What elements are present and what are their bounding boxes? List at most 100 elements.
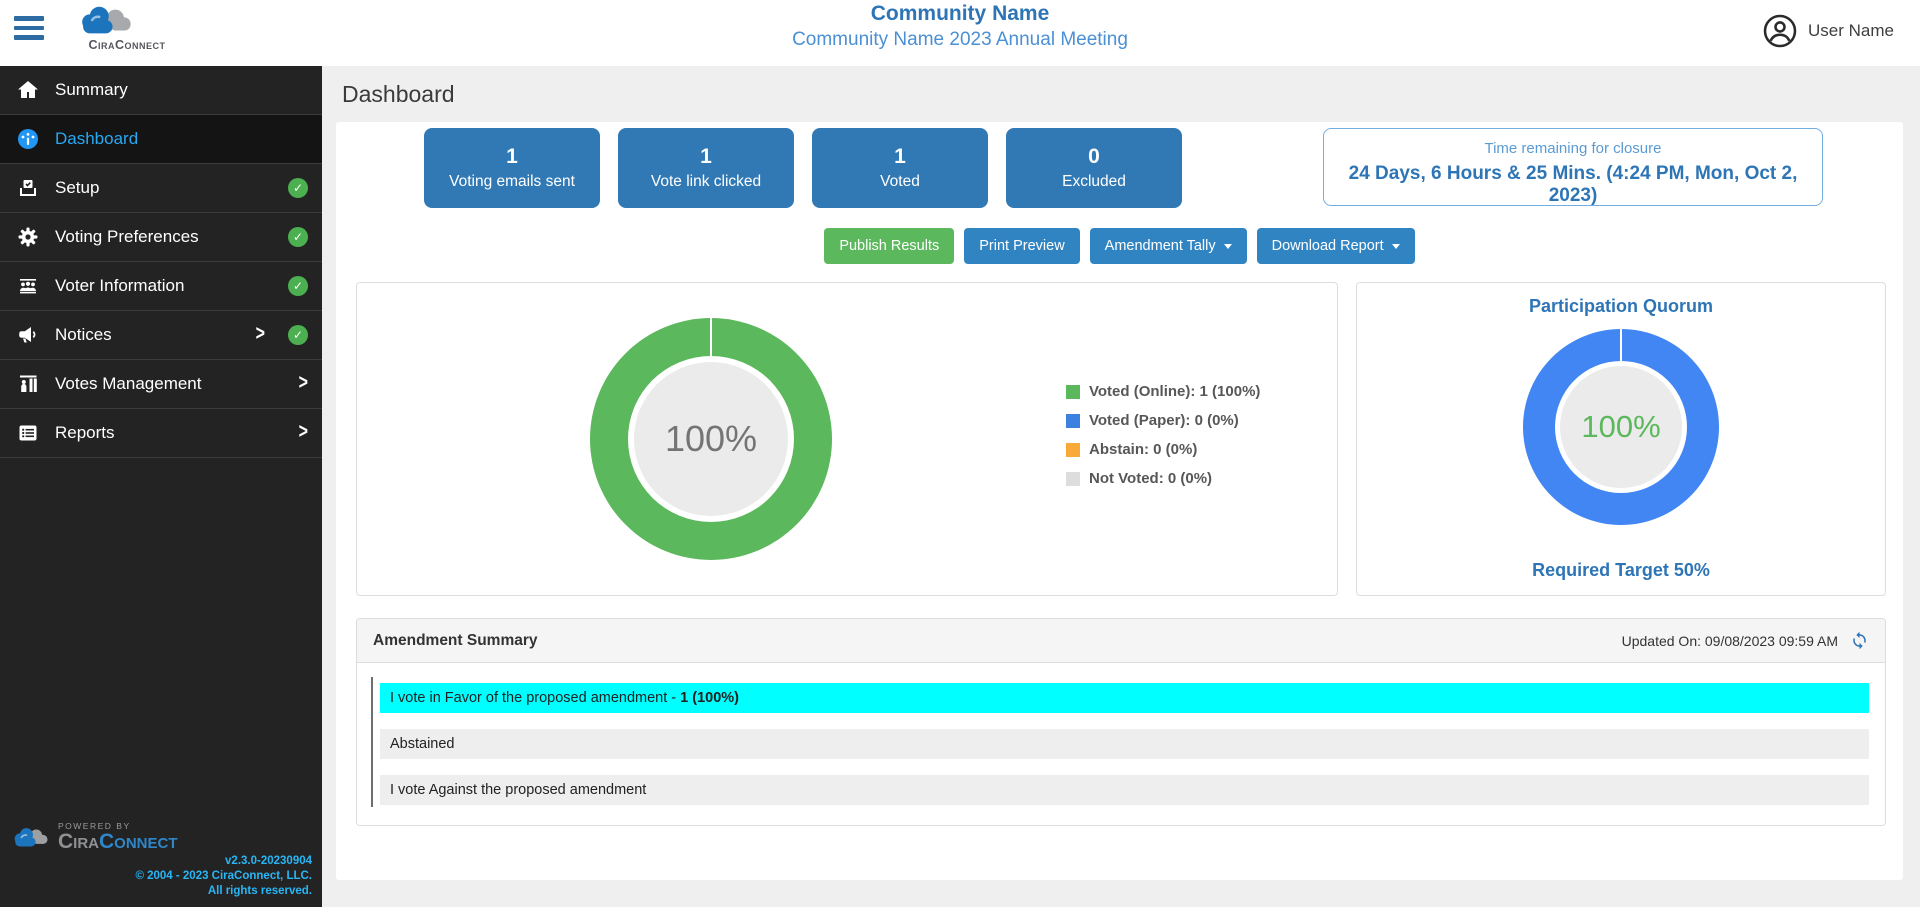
amendment-tally-dropdown[interactable]: Amendment Tally [1090,228,1247,264]
button-label: Print Preview [979,238,1064,254]
option-text: Abstained [390,736,455,752]
required-target-label: Required Target 50% [1357,560,1885,581]
legend-item-abstain: Abstain: 0 (0%) [1066,441,1260,458]
completed-check-icon [288,178,308,198]
meeting-subtitle: Community Name 2023 Annual Meeting [0,29,1920,51]
stat-value: 0 [1088,145,1100,169]
sidebar-item-setup[interactable]: Setup [0,164,322,213]
sidebar-item-notices[interactable]: Notices > [0,311,322,360]
refresh-icon[interactable] [1850,631,1869,650]
amendment-option-abstained[interactable]: Abstained [380,729,1869,759]
megaphone-icon [16,323,40,347]
participation-quorum-panel: Participation Quorum 100% Required Targe… [1356,282,1886,596]
updated-on: Updated On: 09/08/2023 09:59 AM [1622,631,1869,650]
sidebar-item-label: Setup [55,178,99,198]
voting-booth-icon [16,372,40,396]
amendment-summary-body: I vote in Favor of the proposed amendmen… [357,663,1885,825]
print-preview-button[interactable]: Print Preview [964,228,1079,264]
donut-center: 100% [634,362,788,516]
app-version: v2.3.0-20230904 [10,854,312,869]
quorum-center-label: 100% [1581,409,1660,445]
community-name-title: Community Name [0,2,1920,26]
sidebar-item-label: Summary [55,80,128,100]
sidebar-item-summary[interactable]: Summary [0,66,322,115]
option-text: I vote in Favor of the proposed amendmen… [390,690,680,706]
donut-center-label: 100% [665,418,757,460]
option-text: I vote Against the proposed amendment [390,782,646,798]
sidebar-nav: Summary Dashboard Setup Voting Prefere [0,66,322,907]
sidebar-item-voting-preferences[interactable]: Voting Preferences [0,213,322,262]
header-titles: Community Name Community Name 2023 Annua… [0,2,1920,51]
page-title: Dashboard [322,66,1920,122]
amendment-summary-panel: Amendment Summary Updated On: 09/08/2023… [356,618,1886,826]
amendment-option-against[interactable]: I vote Against the proposed amendment [380,775,1869,805]
sidebar-footer: POWERED BY CiraConnect v2.3.0-20230904 ©… [10,821,312,899]
legend-item-voted-paper: Voted (Paper): 0 (0%) [1066,412,1260,429]
app-header: CiraConnect Community Name Community Nam… [0,0,1920,66]
quorum-donut: 100% [1523,329,1719,525]
chevron-right-icon: > [299,421,308,444]
stat-label: Vote link clicked [651,173,761,191]
gear-icon [16,225,40,249]
legend-item-not-voted: Not Voted: 0 (0%) [1066,470,1260,487]
sidebar-item-reports[interactable]: Reports > [0,409,322,458]
legend-label: Voted (Paper): 0 (0%) [1089,412,1239,429]
time-remaining-label: Time remaining for closure [1324,140,1822,157]
stat-card-voting-emails-sent[interactable]: 1 Voting emails sent [424,128,600,208]
sidebar-item-label: Votes Management [55,374,201,394]
caret-down-icon [1392,244,1400,249]
stat-value: 1 [894,145,906,169]
sidebar-item-label: Notices [55,325,112,345]
legend-label: Abstain: 0 (0%) [1089,441,1197,458]
time-remaining-box: Time remaining for closure 24 Days, 6 Ho… [1323,128,1823,206]
home-icon [16,78,40,102]
amendment-summary-title: Amendment Summary [373,632,538,650]
legend-item-voted-online: Voted (Online): 1 (100%) [1066,383,1260,400]
time-remaining-value: 24 Days, 6 Hours & 25 Mins. (4:24 PM, Mo… [1324,163,1822,207]
user-name-label: User Name [1808,21,1894,41]
option-result: 1 (100%) [680,690,739,706]
stat-card-vote-link-clicked[interactable]: 1 Vote link clicked [618,128,794,208]
main-area: Dashboard 1 Voting emails sent 1 Vote li… [322,66,1920,907]
sidebar-item-label: Reports [55,423,115,443]
stat-card-excluded[interactable]: 0 Excluded [1006,128,1182,208]
sidebar-item-voter-information[interactable]: Voter Information [0,262,322,311]
brand-gray: Cira [58,830,99,853]
sidebar-item-dashboard[interactable]: Dashboard [0,115,322,164]
stat-label: Voted [880,173,920,191]
donut-tick [1620,329,1622,361]
donut-center: 100% [1560,366,1682,488]
updated-on-text: Updated On: 09/08/2023 09:59 AM [1622,633,1838,649]
legend-swatch [1066,414,1080,428]
amendment-option-favor[interactable]: I vote in Favor of the proposed amendmen… [380,683,1869,713]
report-list-icon [16,421,40,445]
ballot-box-icon [16,176,40,200]
quorum-title: Participation Quorum [1357,296,1885,317]
sidebar-item-votes-management[interactable]: Votes Management > [0,360,322,409]
sidebar-item-label: Dashboard [55,129,138,149]
rights-reserved: All rights reserved. [10,884,312,899]
publish-results-button[interactable]: Publish Results [824,228,954,264]
donut-tick [710,318,712,356]
user-menu[interactable]: User Name [1762,13,1894,49]
stat-value: 1 [506,145,518,169]
completed-check-icon [288,325,308,345]
dashboard-gauge-icon [16,127,40,151]
sidebar-item-label: Voting Preferences [55,227,199,247]
legend-swatch [1066,443,1080,457]
completed-check-icon [288,276,308,296]
voting-status-donut: 100% [590,318,832,560]
stat-label: Voting emails sent [449,173,575,191]
action-buttons: Publish Results Print Preview Amendment … [336,228,1903,264]
chevron-right-icon: > [299,372,308,395]
chevron-right-icon: > [256,323,265,346]
stat-cards: 1 Voting emails sent 1 Vote link clicked… [424,128,1182,208]
download-report-dropdown[interactable]: Download Report [1257,228,1415,264]
legend-label: Voted (Online): 1 (100%) [1089,383,1260,400]
legend-swatch [1066,385,1080,399]
button-label: Publish Results [839,238,939,254]
amendment-summary-header: Amendment Summary Updated On: 09/08/2023… [357,619,1885,663]
powered-by-cloud-icon [10,824,52,852]
stat-label: Excluded [1062,173,1126,191]
stat-card-voted[interactable]: 1 Voted [812,128,988,208]
